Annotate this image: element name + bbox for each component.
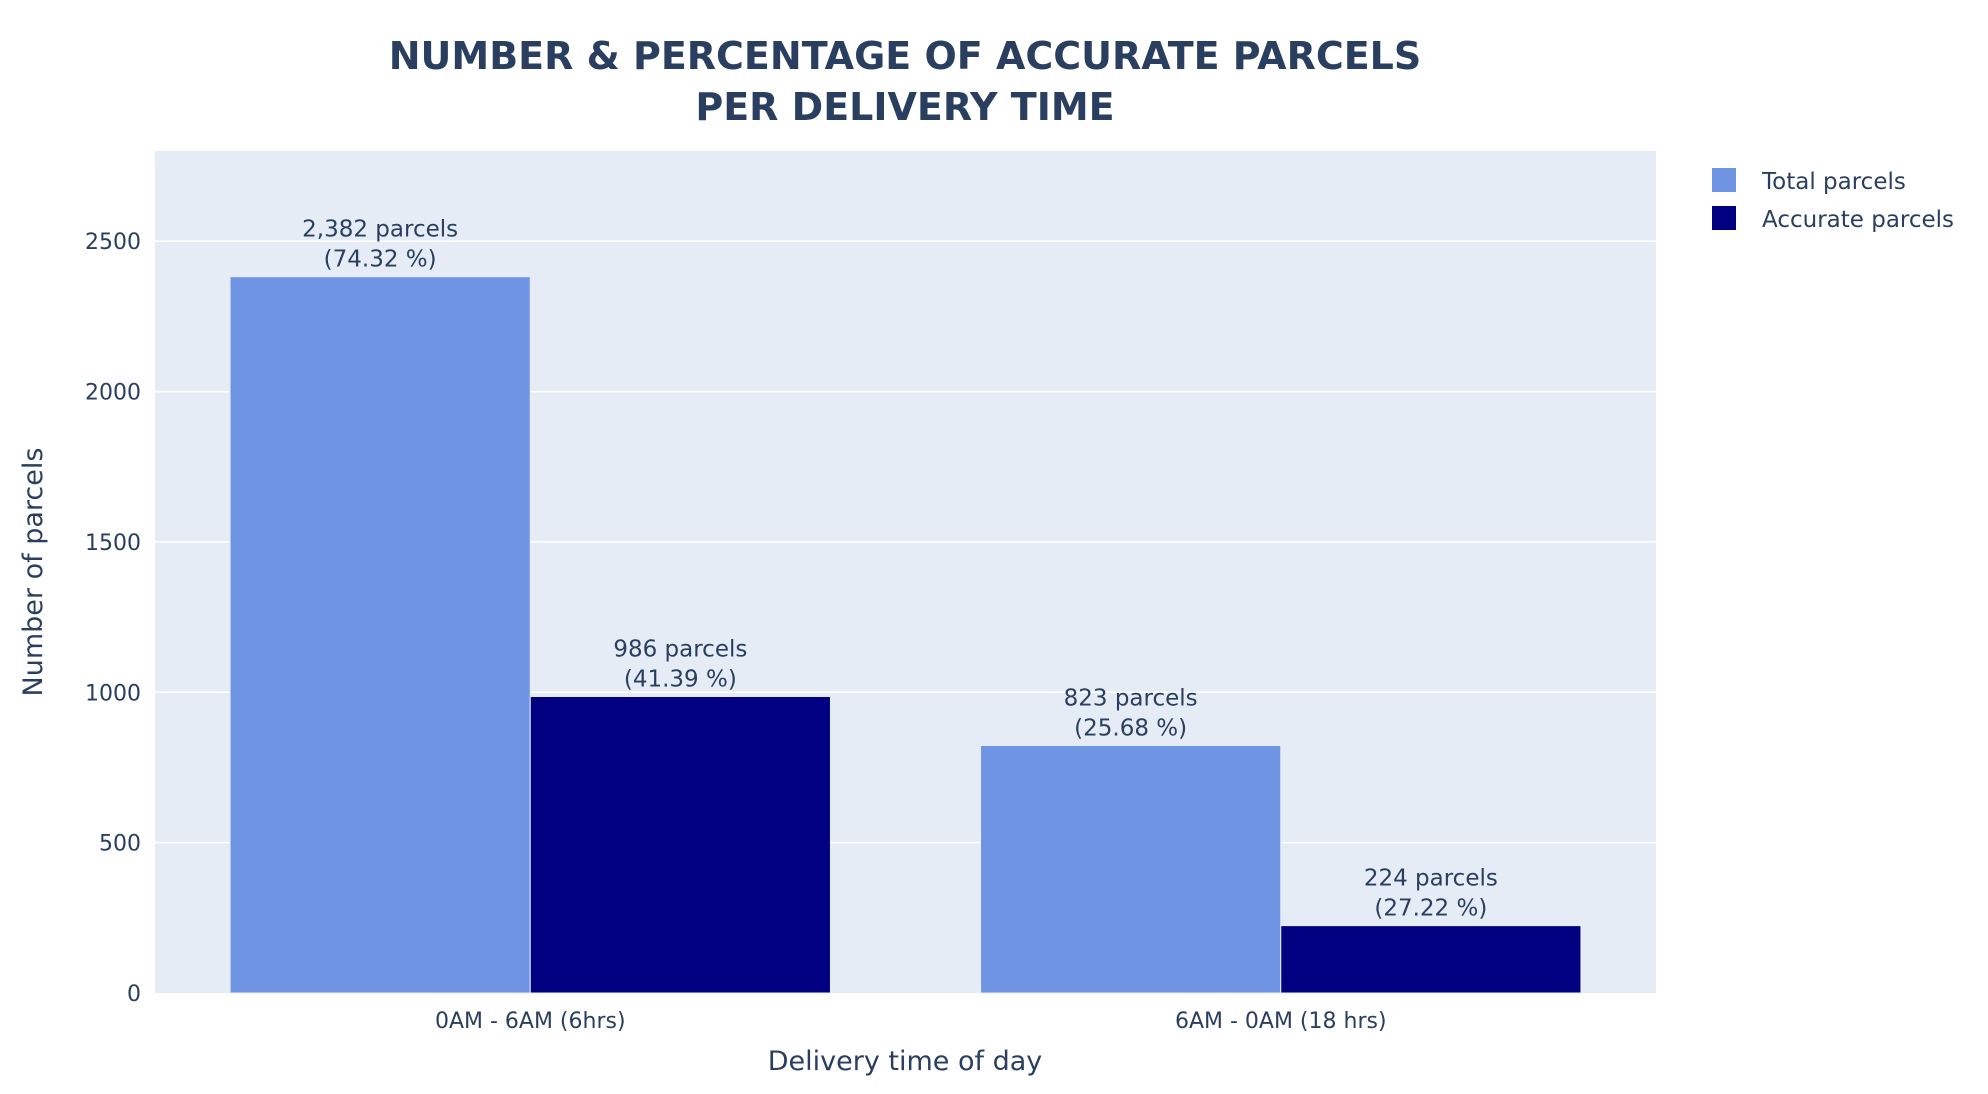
chart-title-line: NUMBER & PERCENTAGE OF ACCURATE PARCELS bbox=[389, 34, 1422, 78]
legend[interactable]: Total parcels Accurate parcels bbox=[1712, 168, 1954, 233]
legend-label: Accurate parcels bbox=[1762, 207, 1954, 233]
bar-data-label: (27.22 %) bbox=[1374, 896, 1487, 922]
bar-total[interactable] bbox=[980, 745, 1282, 994]
bar-data-label: (74.32 %) bbox=[324, 247, 437, 273]
y-tick-label: 2000 bbox=[85, 381, 141, 406]
x-axis-title: Delivery time of day bbox=[768, 1046, 1043, 1077]
y-tick-label: 1500 bbox=[85, 531, 141, 556]
bar-accurate[interactable] bbox=[1280, 925, 1582, 994]
chart-title: NUMBER & PERCENTAGE OF ACCURATE PARCELS P… bbox=[389, 34, 1422, 129]
legend-label: Total parcels bbox=[1761, 169, 1906, 195]
y-tick-label: 1000 bbox=[85, 681, 141, 706]
bar-data-label: 2,382 parcels bbox=[302, 217, 458, 243]
x-tick-label: 6AM - 0AM (18 hrs) bbox=[1175, 1009, 1387, 1034]
bars bbox=[229, 276, 1582, 994]
x-tick-label: 0AM - 6AM (6hrs) bbox=[435, 1009, 626, 1034]
bar-accurate[interactable] bbox=[529, 695, 831, 994]
bar-data-label: 986 parcels bbox=[613, 636, 747, 662]
bar-data-label: 224 parcels bbox=[1364, 866, 1498, 892]
x-axis-ticks: 0AM - 6AM (6hrs) 6AM - 0AM (18 hrs) bbox=[435, 1009, 1387, 1034]
legend-swatch bbox=[1712, 206, 1736, 230]
chart-title-line: PER DELIVERY TIME bbox=[695, 85, 1114, 129]
bar-data-label: (25.68 %) bbox=[1074, 716, 1187, 742]
y-tick-label: 500 bbox=[99, 832, 141, 857]
y-tick-label: 0 bbox=[127, 982, 141, 1007]
legend-swatch bbox=[1712, 168, 1736, 192]
legend-item[interactable]: Total parcels bbox=[1712, 168, 1906, 195]
y-tick-label: 2500 bbox=[85, 230, 141, 255]
y-axis-ticks: 0 500 1000 1500 2000 2500 bbox=[85, 230, 141, 1007]
bar-total[interactable] bbox=[229, 276, 531, 994]
bar-data-label: (41.39 %) bbox=[624, 666, 737, 692]
legend-item[interactable]: Accurate parcels bbox=[1712, 206, 1954, 233]
bar-labels: 2,382 parcels (74.32 %) 986 parcels (41.39 … bbox=[302, 217, 1498, 922]
y-axis-title: Number of parcels bbox=[18, 448, 49, 697]
bar-data-label: 823 parcels bbox=[1064, 686, 1198, 712]
